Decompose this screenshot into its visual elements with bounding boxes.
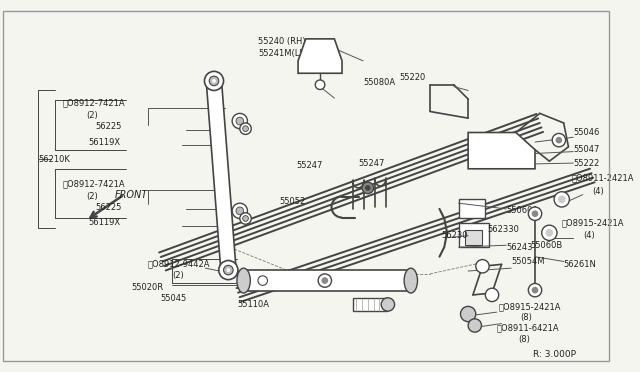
Polygon shape [298, 39, 342, 73]
Circle shape [204, 71, 223, 90]
Text: 55060B: 55060B [530, 241, 563, 250]
Circle shape [552, 134, 566, 147]
Circle shape [485, 288, 499, 302]
Circle shape [236, 117, 244, 125]
Text: (4): (4) [593, 187, 604, 196]
Text: 55045: 55045 [161, 294, 187, 303]
Ellipse shape [404, 268, 417, 293]
Text: ⓋO8915-2421A: ⓋO8915-2421A [499, 302, 561, 311]
Text: (8): (8) [521, 313, 532, 323]
Bar [459, 223, 489, 247]
Text: (2): (2) [86, 192, 98, 201]
Circle shape [243, 126, 248, 132]
Text: 56210K: 56210K [38, 155, 70, 164]
Text: 55220: 55220 [399, 73, 426, 81]
Text: 56225: 56225 [95, 202, 122, 212]
Text: (8): (8) [518, 335, 530, 344]
Circle shape [236, 207, 244, 215]
Text: 56230: 56230 [442, 231, 468, 240]
Circle shape [468, 319, 481, 332]
Circle shape [461, 307, 476, 322]
Polygon shape [468, 132, 535, 169]
Circle shape [232, 113, 248, 129]
Text: 55247: 55247 [296, 161, 323, 170]
Circle shape [219, 260, 238, 280]
Circle shape [232, 203, 248, 218]
Circle shape [240, 213, 252, 224]
Text: FRONT: FRONT [115, 190, 148, 200]
Circle shape [532, 210, 538, 217]
Text: ⓃO8911-6421A: ⓃO8911-6421A [497, 324, 559, 333]
Ellipse shape [237, 268, 250, 293]
Circle shape [243, 216, 248, 221]
Circle shape [240, 123, 252, 134]
Circle shape [212, 79, 216, 83]
Circle shape [258, 276, 268, 285]
Circle shape [381, 298, 395, 311]
Circle shape [365, 185, 371, 191]
Text: 55047: 55047 [573, 145, 600, 154]
Text: 55054M: 55054M [511, 257, 545, 266]
Circle shape [532, 287, 538, 294]
Circle shape [209, 76, 219, 86]
Text: 55222: 55222 [573, 158, 600, 167]
Text: 55060A: 55060A [506, 206, 538, 215]
Text: (2): (2) [86, 111, 98, 120]
Circle shape [318, 274, 332, 287]
Text: 56119X: 56119X [89, 218, 121, 227]
Text: 55020R: 55020R [132, 283, 164, 292]
Text: 56261N: 56261N [564, 260, 596, 269]
Circle shape [541, 225, 557, 240]
Text: (2): (2) [172, 271, 184, 280]
Text: (4): (4) [583, 231, 595, 240]
Text: 55046: 55046 [573, 128, 600, 137]
Polygon shape [244, 270, 411, 291]
Text: 55247: 55247 [358, 158, 385, 167]
Circle shape [529, 283, 541, 297]
Circle shape [545, 229, 553, 237]
Text: 56243: 56243 [506, 243, 533, 251]
Text: 55110A: 55110A [237, 300, 269, 309]
Text: ⓃO8912-9442A: ⓃO8912-9442A [148, 260, 211, 269]
Circle shape [529, 207, 541, 220]
Text: ⓃO8912-7421A: ⓃO8912-7421A [62, 98, 125, 108]
Bar [465, 230, 483, 245]
Circle shape [316, 80, 325, 90]
Polygon shape [206, 82, 236, 269]
Text: R: 3.000P: R: 3.000P [533, 350, 576, 359]
Text: 55080A: 55080A [363, 78, 395, 87]
Bar [353, 298, 387, 311]
Circle shape [223, 265, 233, 275]
Text: ⓌO8915-2421A: ⓌO8915-2421A [562, 219, 624, 228]
Text: 55241M(LH): 55241M(LH) [258, 49, 309, 58]
Text: ⓃO8911-2421A: ⓃO8911-2421A [572, 174, 634, 183]
Circle shape [321, 277, 328, 284]
Circle shape [558, 196, 566, 203]
Text: 56225: 56225 [95, 122, 122, 131]
Text: ⓃO8912-7421A: ⓃO8912-7421A [62, 180, 125, 189]
Circle shape [476, 260, 489, 273]
Circle shape [556, 137, 562, 144]
Bar [459, 199, 485, 218]
Text: 56119X: 56119X [89, 138, 121, 147]
Circle shape [227, 268, 230, 272]
Circle shape [554, 192, 570, 207]
Circle shape [362, 182, 374, 194]
Text: 562330: 562330 [487, 225, 519, 234]
Text: 55052: 55052 [279, 197, 305, 206]
Text: 55240 (RH): 55240 (RH) [258, 37, 305, 46]
